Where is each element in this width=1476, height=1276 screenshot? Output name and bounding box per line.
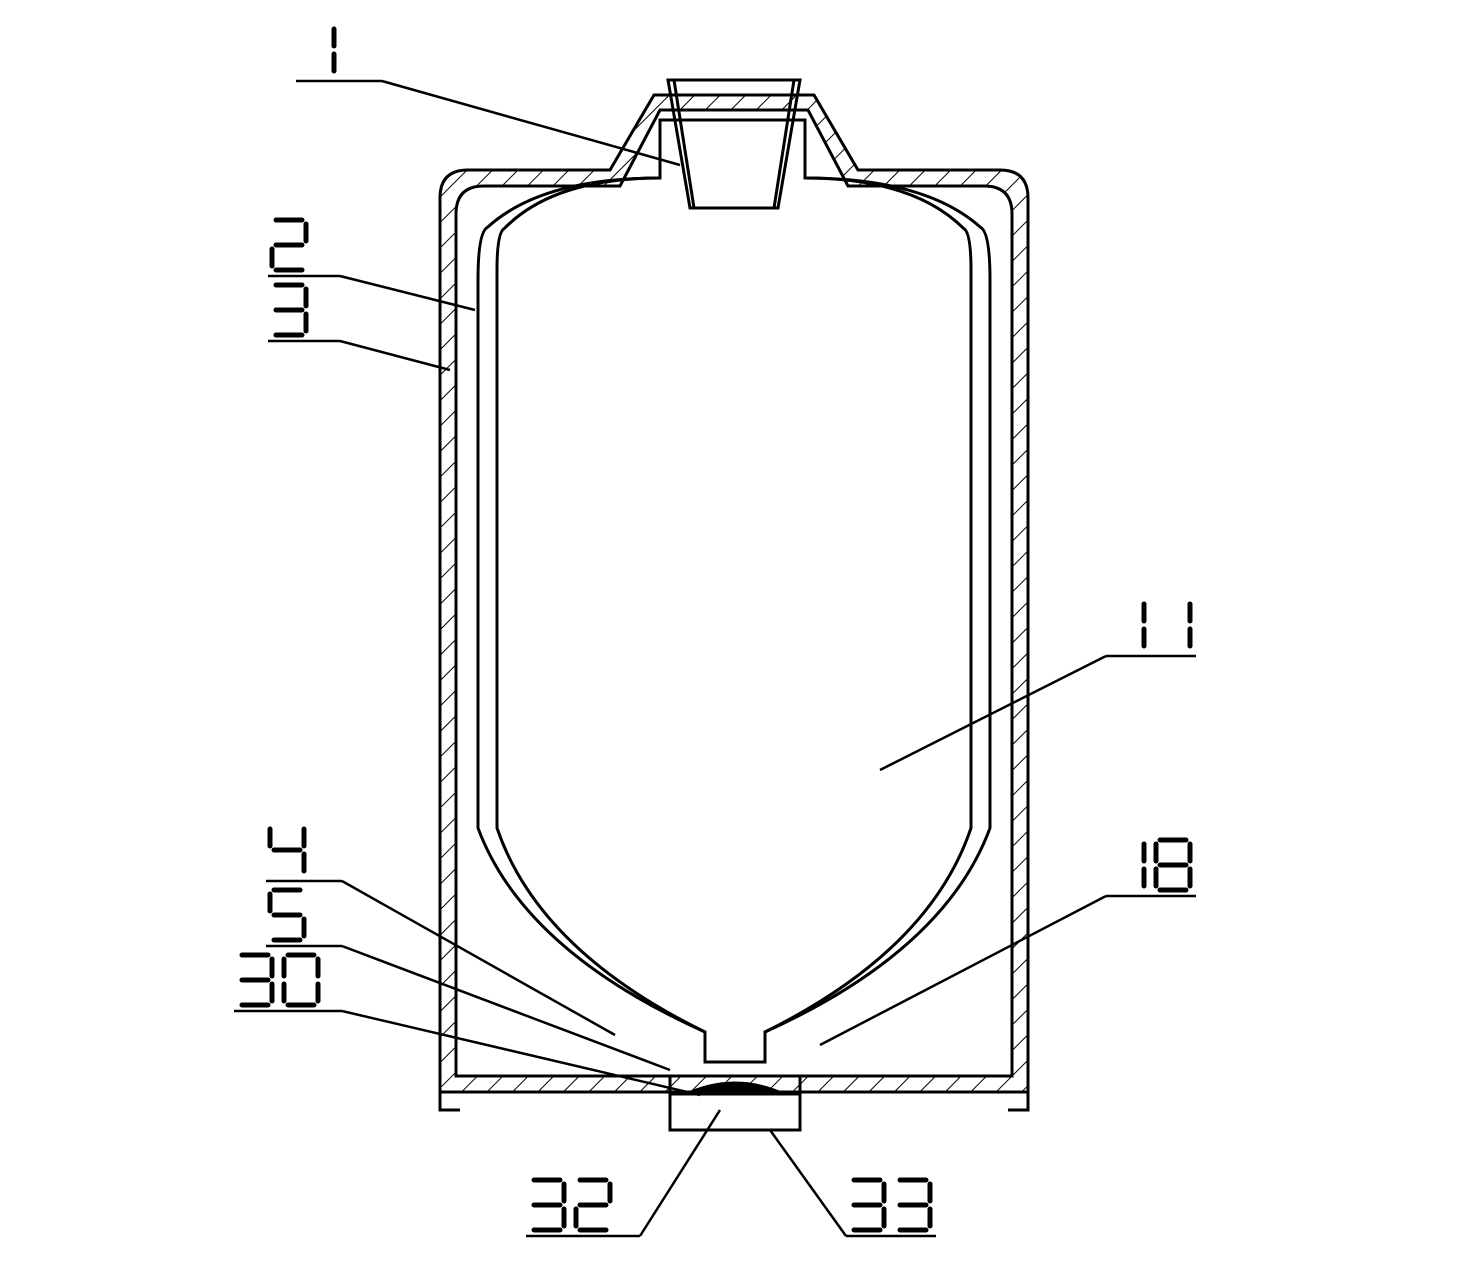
outer-shell	[440, 95, 1028, 1110]
inner-vessel	[478, 120, 990, 1062]
callout-18	[820, 840, 1196, 1045]
callout-1	[296, 29, 680, 165]
callout-11	[880, 604, 1196, 770]
callouts	[234, 29, 1196, 1236]
callout-33	[770, 1130, 936, 1236]
callout-30	[234, 955, 700, 1095]
